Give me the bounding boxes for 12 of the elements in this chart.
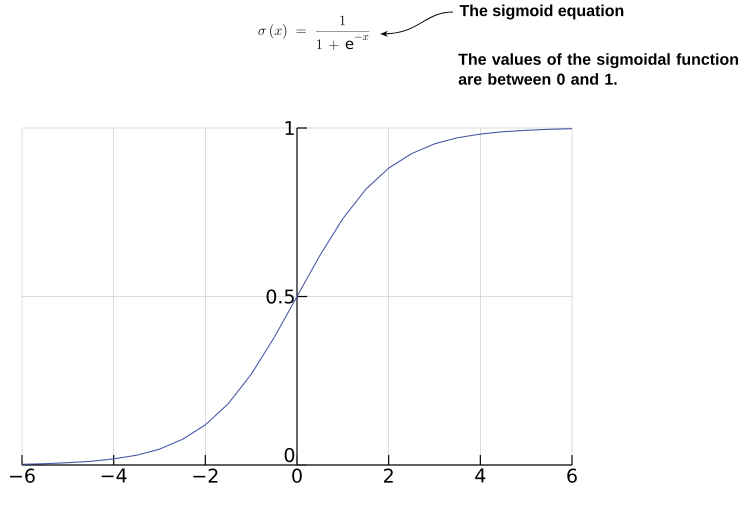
x-tick-label: 4 xyxy=(475,468,486,482)
x-tick-label: −4 xyxy=(102,468,127,482)
y-tick-label: 1 xyxy=(286,121,294,135)
x-tick-label: 2 xyxy=(384,468,393,483)
y-tick-label: 0 xyxy=(284,448,294,462)
x-tick-label: 6 xyxy=(567,468,577,483)
text: The values of the sigmoidal function are between 0 and 1. xyxy=(458,53,738,85)
text: $\sigma\,(x)\; = \;\frac{1}{1\,+\,\mathrm{e}^{-x}}$ xyxy=(258,16,370,50)
text: The sigmoid equation xyxy=(460,4,624,20)
y-tick-label: 0.5 xyxy=(266,289,294,304)
x-tick-label: −6 xyxy=(10,468,35,483)
x-tick-label: −2 xyxy=(193,468,218,483)
